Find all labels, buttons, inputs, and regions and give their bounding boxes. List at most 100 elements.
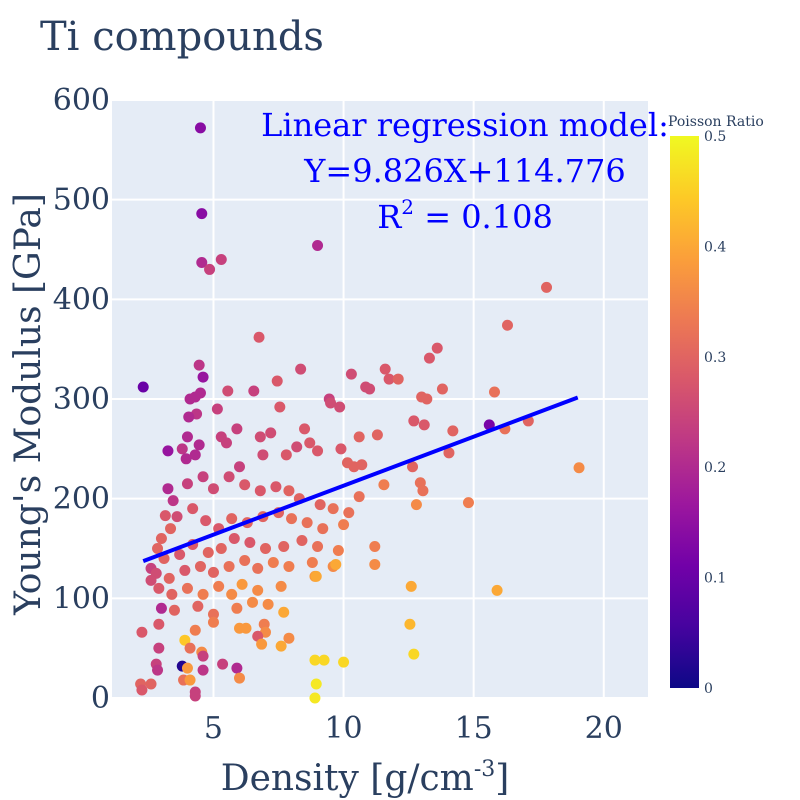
data-point	[310, 678, 322, 690]
data-point	[204, 263, 216, 275]
data-point	[405, 580, 417, 592]
colorbar-tick-label: 0.1	[704, 571, 726, 587]
data-point	[343, 507, 355, 519]
data-point	[423, 352, 435, 364]
data-point	[327, 503, 339, 515]
y-tick-label: 500	[53, 183, 110, 218]
data-point	[155, 533, 167, 545]
data-point	[179, 634, 191, 646]
data-point	[299, 423, 311, 435]
data-point	[180, 453, 192, 465]
data-point	[153, 618, 165, 630]
data-point	[407, 461, 419, 473]
data-point	[167, 495, 179, 507]
data-point	[223, 471, 235, 483]
data-point	[410, 499, 422, 511]
data-point	[136, 626, 148, 638]
data-point	[317, 523, 329, 535]
data-point	[184, 674, 196, 686]
data-point	[247, 596, 259, 608]
data-point	[283, 632, 295, 644]
data-point	[309, 654, 321, 666]
data-point	[171, 511, 183, 523]
data-point	[338, 519, 350, 531]
data-point	[271, 375, 283, 387]
data-point	[194, 560, 206, 572]
data-point	[334, 401, 346, 413]
x-tick-label: 10	[324, 711, 362, 746]
data-point	[239, 479, 251, 491]
data-point	[286, 513, 298, 525]
y-axis-title: Young's Modulus [GPa]	[8, 193, 49, 616]
data-point	[193, 439, 205, 451]
data-point	[240, 622, 252, 634]
data-point	[283, 560, 295, 572]
regression-label-line1: Linear regression model:	[261, 106, 669, 144]
data-point	[233, 461, 245, 473]
data-point	[197, 664, 209, 676]
data-point	[404, 618, 416, 630]
data-point	[418, 419, 430, 431]
data-point	[353, 431, 365, 443]
x-axis-title: Density [g/cm-3]	[221, 757, 510, 799]
data-point	[194, 387, 206, 399]
data-point	[207, 566, 219, 578]
data-point	[153, 642, 165, 654]
data-point	[417, 485, 429, 497]
regression-label-line2: Y=9.826X+114.776	[303, 152, 625, 190]
data-point	[310, 570, 322, 582]
colorbar	[670, 136, 699, 688]
x-tick-label: 5	[204, 711, 223, 746]
data-point	[252, 584, 264, 596]
data-point	[207, 616, 219, 628]
data-point	[275, 580, 287, 592]
data-point	[181, 431, 193, 443]
data-point	[197, 588, 209, 600]
data-point	[369, 541, 381, 553]
data-point	[184, 642, 196, 654]
data-point	[318, 654, 330, 666]
data-point	[211, 403, 223, 415]
data-point	[189, 449, 201, 461]
colorbar-tick-label: 0.2	[704, 460, 726, 476]
data-point	[262, 598, 274, 610]
data-point	[335, 443, 347, 455]
data-point	[231, 662, 243, 674]
data-point	[145, 574, 157, 586]
data-point	[356, 459, 368, 471]
data-point	[174, 548, 186, 560]
data-point	[222, 385, 234, 397]
data-point	[162, 483, 174, 495]
data-point	[197, 471, 209, 483]
data-point	[274, 401, 286, 413]
data-point	[541, 281, 553, 293]
data-point	[275, 640, 287, 652]
data-point	[155, 602, 167, 614]
x-tick-label: 15	[455, 711, 493, 746]
data-point	[353, 491, 365, 503]
data-point	[408, 648, 420, 660]
data-point	[338, 656, 350, 668]
data-point	[312, 445, 324, 457]
data-point	[291, 441, 303, 453]
data-point	[314, 499, 326, 511]
data-point	[231, 423, 243, 435]
data-point	[176, 443, 188, 455]
data-point	[369, 558, 381, 570]
data-point	[226, 588, 238, 600]
data-point	[136, 684, 148, 696]
data-point	[231, 602, 243, 614]
data-point	[296, 535, 308, 547]
data-point	[280, 449, 292, 461]
data-point	[159, 510, 171, 522]
regression-label-r2: R2 = 0.108	[377, 195, 553, 236]
x-tick-label: 20	[585, 711, 623, 746]
data-point	[215, 253, 227, 265]
data-point	[295, 363, 307, 375]
data-point	[181, 478, 193, 490]
data-point	[137, 381, 149, 393]
colorbar-tick-label: 0.5	[704, 129, 726, 145]
data-point	[207, 608, 219, 620]
data-point	[253, 331, 265, 343]
